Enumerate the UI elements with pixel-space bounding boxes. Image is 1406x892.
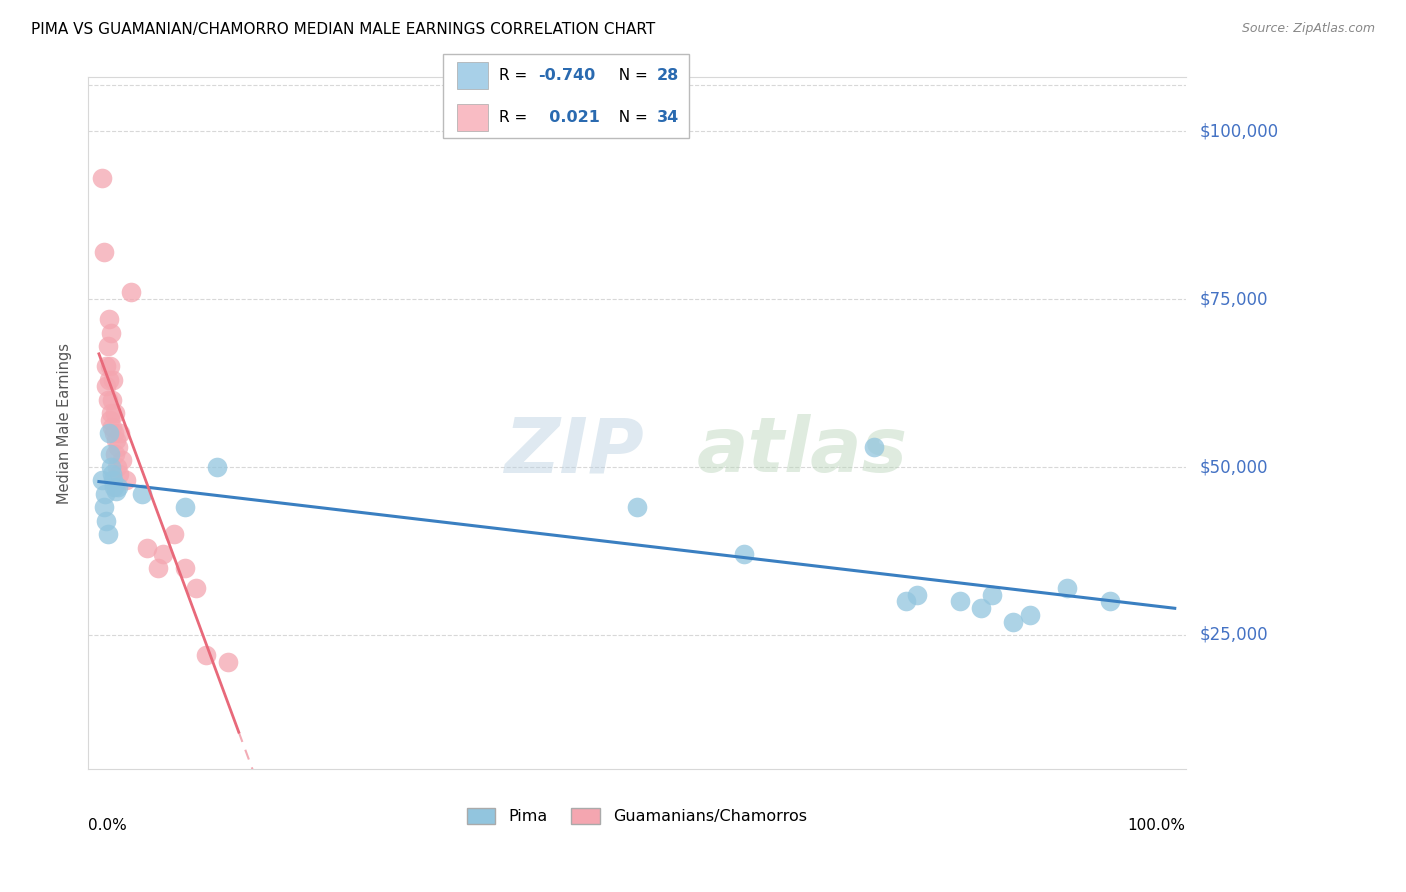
Point	[93, 245, 115, 260]
Text: $75,000: $75,000	[1199, 290, 1268, 308]
Point	[184, 581, 207, 595]
Text: 0.0%: 0.0%	[89, 818, 127, 833]
Point	[105, 460, 128, 475]
Point	[100, 406, 122, 420]
Point	[96, 527, 118, 541]
Text: ZIP: ZIP	[505, 414, 645, 488]
Point	[97, 426, 120, 441]
Point	[103, 426, 125, 441]
Point	[131, 487, 153, 501]
Point	[948, 594, 970, 608]
Point	[174, 561, 197, 575]
Text: $100,000: $100,000	[1199, 122, 1278, 140]
Point	[98, 359, 121, 374]
Y-axis label: Median Male Earnings: Median Male Earnings	[58, 343, 72, 504]
Point	[96, 359, 118, 374]
Point	[110, 426, 132, 441]
Text: -0.740: -0.740	[538, 69, 596, 83]
Point	[101, 373, 124, 387]
Text: 28: 28	[657, 69, 679, 83]
Point	[136, 541, 159, 555]
Text: 0.021: 0.021	[538, 111, 600, 125]
Point	[104, 406, 127, 420]
Point	[100, 326, 122, 340]
Text: $25,000: $25,000	[1199, 626, 1268, 644]
Point	[101, 467, 124, 481]
Point	[980, 588, 1002, 602]
Point	[152, 547, 174, 561]
Point	[98, 413, 121, 427]
Point	[105, 483, 128, 498]
Point	[103, 480, 125, 494]
Text: $50,000: $50,000	[1199, 458, 1268, 476]
Point	[105, 433, 128, 447]
Point	[91, 474, 114, 488]
Point	[96, 514, 118, 528]
Point	[110, 453, 132, 467]
Point	[120, 285, 142, 300]
Text: atlas: atlas	[697, 414, 908, 488]
Point	[107, 480, 129, 494]
Text: N =: N =	[609, 111, 652, 125]
Text: 100.0%: 100.0%	[1128, 818, 1185, 833]
Point	[97, 373, 120, 387]
Text: N =: N =	[609, 69, 652, 83]
Point	[101, 474, 124, 488]
Text: 34: 34	[657, 111, 679, 125]
Point	[733, 547, 755, 561]
Point	[970, 601, 993, 615]
Point	[1002, 615, 1025, 629]
Point	[98, 447, 121, 461]
Point	[195, 648, 218, 662]
Text: R =: R =	[499, 69, 533, 83]
Point	[91, 171, 114, 186]
Point	[96, 392, 118, 407]
Point	[1056, 581, 1078, 595]
Point	[1018, 607, 1040, 622]
Point	[146, 561, 169, 575]
Text: R =: R =	[499, 111, 533, 125]
Point	[107, 440, 129, 454]
Point	[94, 487, 117, 501]
Legend: Pima, Guamanians/Chamorros: Pima, Guamanians/Chamorros	[460, 801, 813, 830]
Point	[174, 500, 197, 515]
Point	[894, 594, 917, 608]
Point	[163, 527, 186, 541]
Point	[97, 312, 120, 326]
Point	[108, 467, 131, 481]
Text: PIMA VS GUAMANIAN/CHAMORRO MEDIAN MALE EARNINGS CORRELATION CHART: PIMA VS GUAMANIAN/CHAMORRO MEDIAN MALE E…	[31, 22, 655, 37]
Point	[207, 460, 229, 475]
Point	[96, 339, 118, 353]
Point	[217, 655, 239, 669]
Point	[96, 379, 118, 393]
Point	[100, 460, 122, 475]
Point	[101, 392, 124, 407]
Point	[101, 419, 124, 434]
Point	[93, 500, 115, 515]
Point	[862, 440, 884, 454]
Point	[104, 447, 127, 461]
Point	[114, 474, 136, 488]
Point	[626, 500, 648, 515]
Text: Source: ZipAtlas.com: Source: ZipAtlas.com	[1241, 22, 1375, 36]
Point	[1099, 594, 1122, 608]
Point	[905, 588, 928, 602]
